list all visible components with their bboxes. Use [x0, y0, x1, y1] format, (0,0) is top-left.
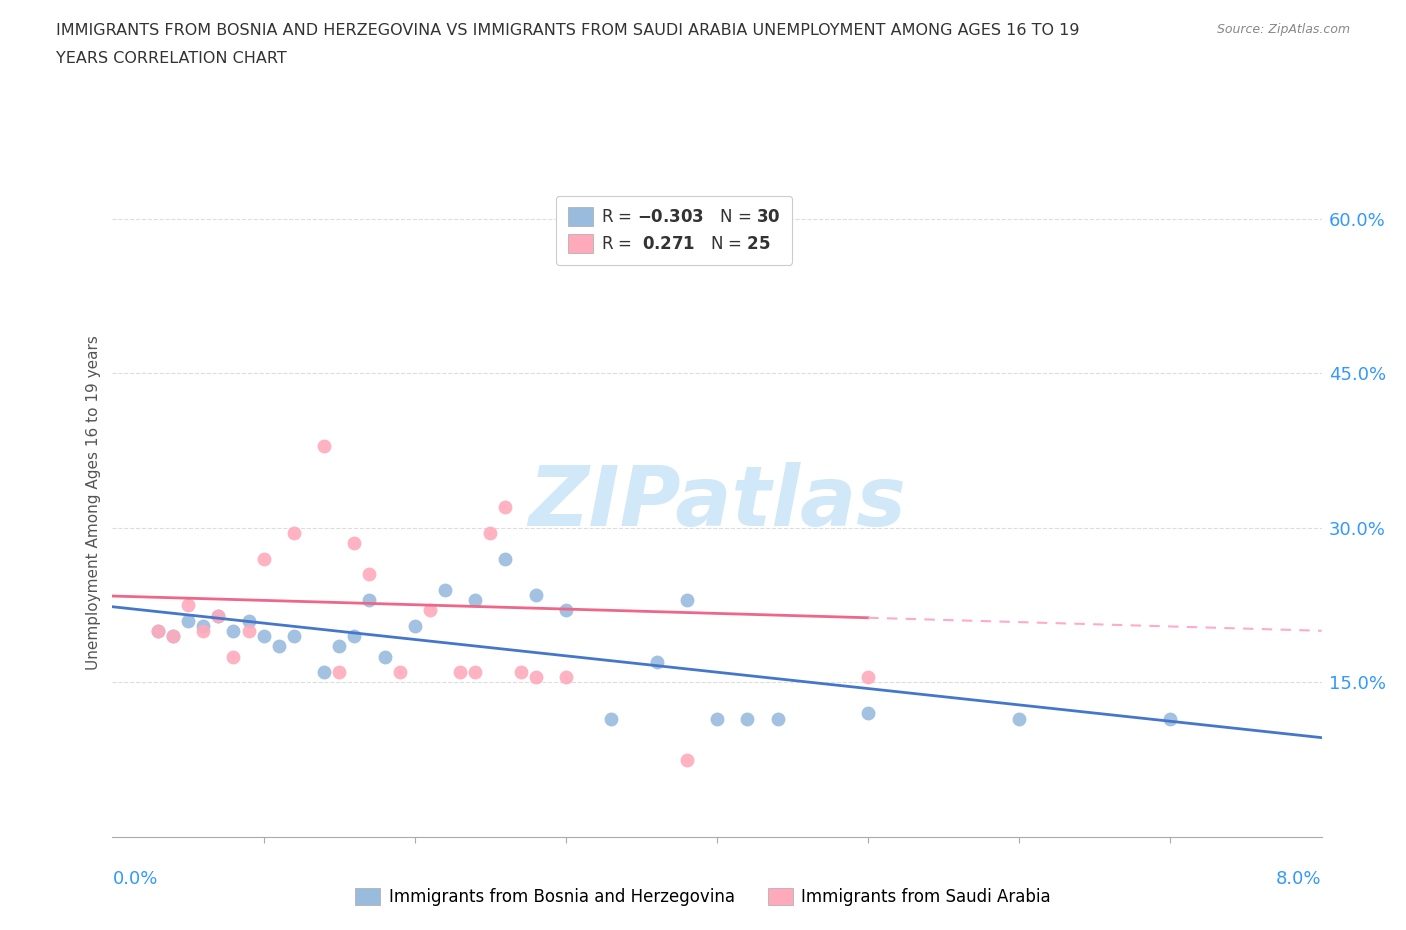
Point	[1008, 711, 1031, 726]
Point	[162, 629, 184, 644]
Point	[312, 438, 335, 453]
Point	[146, 623, 169, 638]
Point	[509, 665, 531, 680]
Point	[479, 525, 502, 540]
Point	[359, 592, 381, 607]
Point	[162, 629, 184, 644]
Point	[283, 525, 305, 540]
Point	[766, 711, 789, 726]
Point	[283, 629, 305, 644]
Point	[419, 603, 441, 618]
Point	[554, 670, 576, 684]
Point	[495, 500, 517, 515]
Point	[343, 536, 366, 551]
Point	[328, 639, 350, 654]
Point	[222, 623, 245, 638]
Point	[675, 592, 697, 607]
Point	[524, 670, 547, 684]
Legend: R = $\bf{-0.303}$   N = $\bf{30}$, R =  $\bf{0.271}$   N = $\bf{25}$: R = $\bf{-0.303}$ N = $\bf{30}$, R = $\b…	[557, 196, 793, 265]
Point	[312, 665, 335, 680]
Legend: Immigrants from Bosnia and Herzegovina, Immigrants from Saudi Arabia: Immigrants from Bosnia and Herzegovina, …	[349, 881, 1057, 912]
Point	[146, 623, 169, 638]
Point	[177, 598, 200, 613]
Point	[207, 608, 229, 623]
Point	[253, 551, 276, 566]
Point	[600, 711, 623, 726]
Point	[191, 623, 215, 638]
Point	[238, 613, 260, 628]
Point	[856, 706, 880, 721]
Point	[373, 649, 396, 664]
Point	[675, 752, 697, 767]
Text: ZIPatlas: ZIPatlas	[529, 461, 905, 543]
Point	[222, 649, 245, 664]
Text: YEARS CORRELATION CHART: YEARS CORRELATION CHART	[56, 51, 287, 66]
Point	[1159, 711, 1181, 726]
Point	[191, 618, 215, 633]
Point	[207, 608, 229, 623]
Point	[343, 629, 366, 644]
Point	[449, 665, 471, 680]
Point	[495, 551, 517, 566]
Point	[359, 567, 381, 582]
Text: Source: ZipAtlas.com: Source: ZipAtlas.com	[1216, 23, 1350, 36]
Point	[464, 665, 486, 680]
Point	[404, 618, 426, 633]
Text: 8.0%: 8.0%	[1277, 870, 1322, 887]
Point	[706, 711, 728, 726]
Point	[856, 670, 880, 684]
Point	[554, 603, 576, 618]
Point	[464, 592, 486, 607]
Point	[177, 613, 200, 628]
Point	[267, 639, 290, 654]
Point	[585, 232, 607, 247]
Point	[524, 588, 547, 603]
Point	[253, 629, 276, 644]
Point	[737, 711, 759, 726]
Y-axis label: Unemployment Among Ages 16 to 19 years: Unemployment Among Ages 16 to 19 years	[86, 335, 101, 670]
Point	[388, 665, 411, 680]
Point	[328, 665, 350, 680]
Point	[433, 582, 456, 597]
Text: 0.0%: 0.0%	[112, 870, 157, 887]
Text: IMMIGRANTS FROM BOSNIA AND HERZEGOVINA VS IMMIGRANTS FROM SAUDI ARABIA UNEMPLOYM: IMMIGRANTS FROM BOSNIA AND HERZEGOVINA V…	[56, 23, 1080, 38]
Point	[645, 655, 668, 670]
Point	[238, 623, 260, 638]
